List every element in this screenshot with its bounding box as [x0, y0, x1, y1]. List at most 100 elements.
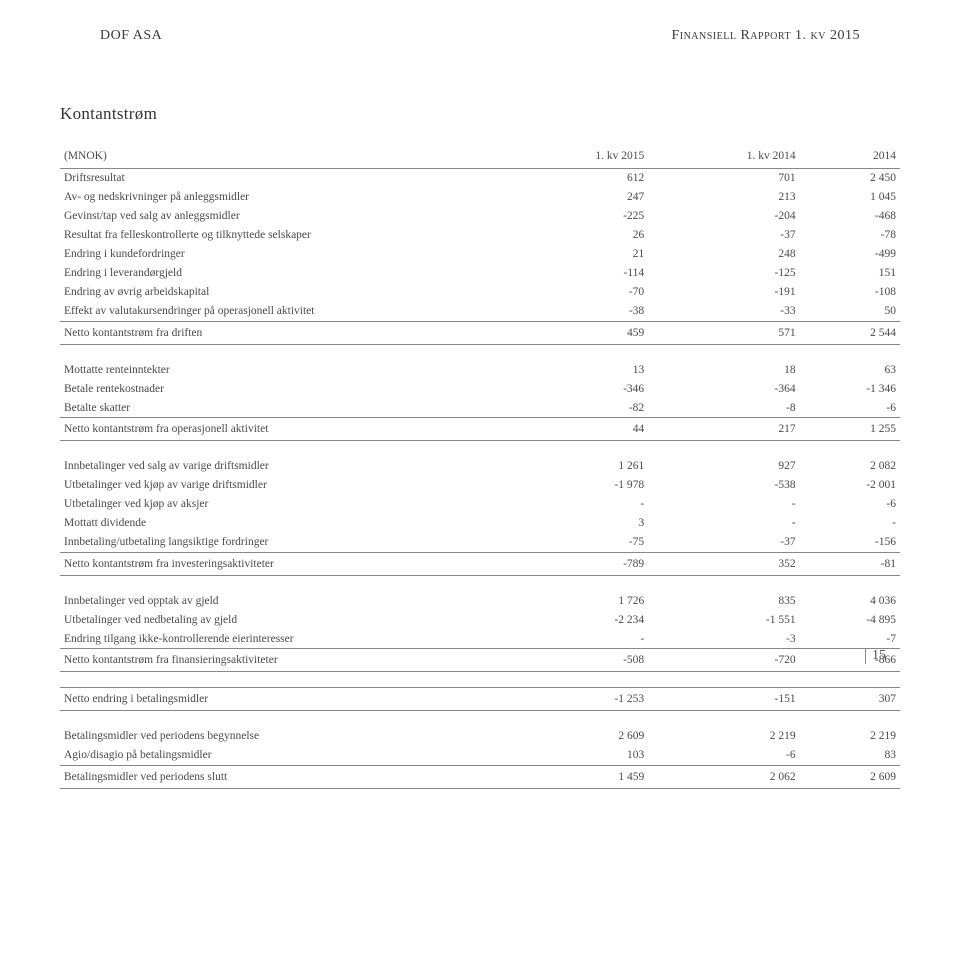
table-cell: -37 — [648, 533, 799, 553]
table-cell: -191 — [648, 283, 799, 302]
table-cell: -2 234 — [497, 610, 648, 629]
subtotal-cell: 571 — [648, 321, 799, 344]
table-cell: Endring i leverandørgjeld — [60, 264, 497, 283]
table-cell: 612 — [497, 168, 648, 188]
table-row: Utbetalinger ved kjøp av aksjer---6 — [60, 495, 900, 514]
table-cell: -364 — [648, 379, 799, 398]
table-cell: Effekt av valutakursendringer på operasj… — [60, 302, 497, 322]
subtotal-cell: Netto kontantstrøm fra operasjonell akti… — [60, 418, 497, 441]
table-cell: Endring tilgang ikke-kontrollerende eier… — [60, 629, 497, 649]
table-cell: Driftsresultat — [60, 168, 497, 188]
table-row: Resultat fra felleskontrollerte og tilkn… — [60, 226, 900, 245]
table-row: Endring tilgang ikke-kontrollerende eier… — [60, 629, 900, 649]
table-cell: -225 — [497, 207, 648, 226]
table-row: Betalte skatter-82-8-6 — [60, 398, 900, 418]
table-cell: -33 — [648, 302, 799, 322]
table-cell: -538 — [648, 476, 799, 495]
subtotal-cell: -81 — [800, 552, 900, 575]
table-cell: Endring i kundefordringer — [60, 245, 497, 264]
table-cell: -204 — [648, 207, 799, 226]
table-cell: -1 978 — [497, 476, 648, 495]
col-2014: 2014 — [800, 146, 900, 168]
table-cell: - — [497, 629, 648, 649]
table-cell: Resultat fra felleskontrollerte og tilkn… — [60, 226, 497, 245]
page-number: 15 — [865, 648, 886, 664]
table-cell: 2 450 — [800, 168, 900, 188]
table-cell: - — [648, 495, 799, 514]
table-cell: 247 — [497, 188, 648, 207]
subtotal-cell: 44 — [497, 418, 648, 441]
table-cell: 63 — [800, 360, 900, 379]
table-row: Av- og nedskrivninger på anleggsmidler24… — [60, 188, 900, 207]
table-cell: Agio/disagio på betalingsmidler — [60, 746, 497, 766]
table-row: Effekt av valutakursendringer på operasj… — [60, 302, 900, 322]
table-cell: Innbetaling/utbetaling langsiktige fordr… — [60, 533, 497, 553]
table-row: Mottatt dividende3-- — [60, 514, 900, 533]
table-cell: -1 551 — [648, 610, 799, 629]
table-row: Betalingsmidler ved periodens begynnelse… — [60, 727, 900, 746]
table-cell: -108 — [800, 283, 900, 302]
subtotal-cell: -720 — [648, 649, 799, 672]
table-cell: Endring av øvrig arbeidskapital — [60, 283, 497, 302]
table-cell: -468 — [800, 207, 900, 226]
table-row: Mottatte renteinntekter131863 — [60, 360, 900, 379]
table-cell: 13 — [497, 360, 648, 379]
subtotal-cell: 2 609 — [800, 765, 900, 788]
table-cell: -6 — [648, 746, 799, 766]
table-cell: 3 — [497, 514, 648, 533]
subtotal-cell: 2 062 — [648, 765, 799, 788]
table-cell: - — [497, 495, 648, 514]
table-cell: 1 045 — [800, 188, 900, 207]
spacer-row — [60, 344, 900, 360]
subtotal-cell: Netto kontantstrøm fra finansieringsakti… — [60, 649, 497, 672]
spacer-row — [60, 441, 900, 457]
table-cell: - — [800, 514, 900, 533]
subtotal-cell: -508 — [497, 649, 648, 672]
table-cell: -75 — [497, 533, 648, 553]
table-cell: -125 — [648, 264, 799, 283]
doc-company: DOF ASA — [100, 28, 162, 44]
subtotal-cell: 352 — [648, 552, 799, 575]
subtotal-cell: Netto kontantstrøm fra driften — [60, 321, 497, 344]
section-title: Kontantstrøm — [60, 104, 900, 124]
table-cell: 1 726 — [497, 591, 648, 610]
table-cell: -8 — [648, 398, 799, 418]
table-cell: 248 — [648, 245, 799, 264]
table-row: Endring i kundefordringer21248-499 — [60, 245, 900, 264]
table-cell: Utbetalinger ved kjøp av varige driftsmi… — [60, 476, 497, 495]
subtotal-cell: 1 255 — [800, 418, 900, 441]
table-cell: 18 — [648, 360, 799, 379]
spacer-row — [60, 672, 900, 688]
table-cell: 151 — [800, 264, 900, 283]
table-cell: Innbetalinger ved opptak av gjeld — [60, 591, 497, 610]
table-row: Betale rentekostnader-346-364-1 346 — [60, 379, 900, 398]
col-q1-2015: 1. kv 2015 — [497, 146, 648, 168]
subtotal-cell: -1 253 — [497, 688, 648, 711]
table-cell: -4 895 — [800, 610, 900, 629]
table-cell: 50 — [800, 302, 900, 322]
table-row: Gevinst/tap ved salg av anleggsmidler-22… — [60, 207, 900, 226]
table-cell: -38 — [497, 302, 648, 322]
table-cell: -2 001 — [800, 476, 900, 495]
subtotal-cell: -789 — [497, 552, 648, 575]
subtotal-row: Betalingsmidler ved periodens slutt1 459… — [60, 765, 900, 788]
table-cell: -499 — [800, 245, 900, 264]
table-cell: 21 — [497, 245, 648, 264]
table-row: Driftsresultat6127012 450 — [60, 168, 900, 188]
table-cell: Betalingsmidler ved periodens begynnelse — [60, 727, 497, 746]
table-row: Endring av øvrig arbeidskapital-70-191-1… — [60, 283, 900, 302]
table-cell: 1 261 — [497, 457, 648, 476]
table-cell: -346 — [497, 379, 648, 398]
table-cell: Utbetalinger ved nedbetaling av gjeld — [60, 610, 497, 629]
table-cell: 83 — [800, 746, 900, 766]
table-cell: 2 609 — [497, 727, 648, 746]
table-cell: 701 — [648, 168, 799, 188]
spacer-row — [60, 711, 900, 727]
table-cell: 2 219 — [800, 727, 900, 746]
table-cell: Innbetalinger ved salg av varige driftsm… — [60, 457, 497, 476]
subtotal-cell: 1 459 — [497, 765, 648, 788]
table-cell: Gevinst/tap ved salg av anleggsmidler — [60, 207, 497, 226]
subtotal-cell: 307 — [800, 688, 900, 711]
subtotal-cell: -151 — [648, 688, 799, 711]
table-row: Utbetalinger ved nedbetaling av gjeld-2 … — [60, 610, 900, 629]
